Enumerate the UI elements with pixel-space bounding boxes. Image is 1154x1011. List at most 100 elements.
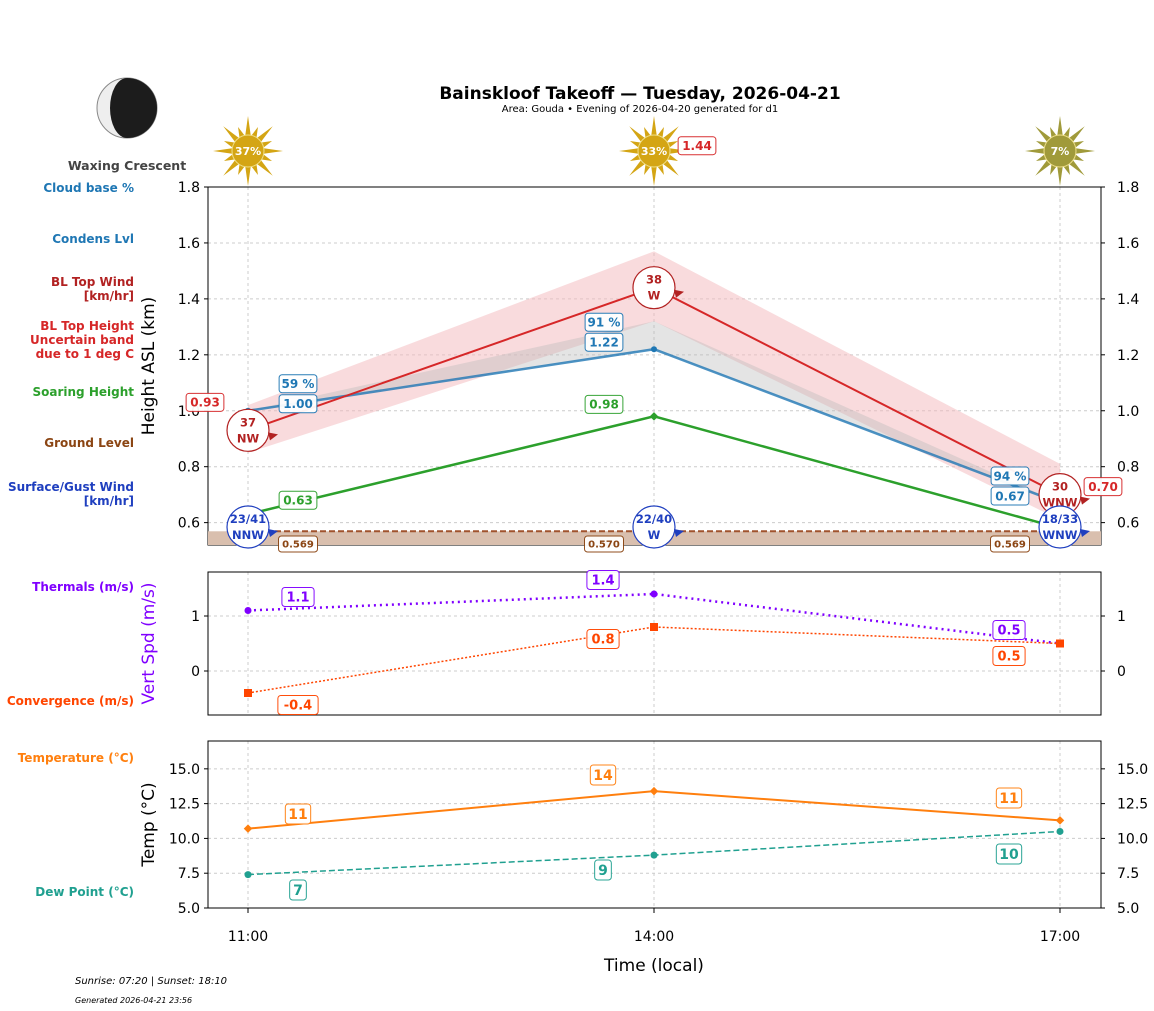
bl-wind-marker: 30 WNW bbox=[1038, 473, 1090, 517]
thermals-point bbox=[650, 590, 658, 598]
bl-top-label-box bbox=[677, 136, 717, 156]
surface-wind-marker-circle bbox=[1038, 505, 1082, 549]
convergence-line bbox=[247, 626, 1061, 694]
dew-point-label: 7 bbox=[293, 883, 303, 899]
y-tick-label: 1.2 bbox=[178, 348, 200, 364]
ground-label: 0.570 bbox=[588, 540, 620, 551]
thermals-label-box bbox=[586, 570, 620, 590]
dew-point-label-box bbox=[995, 843, 1023, 865]
convergence-label: 0.5 bbox=[997, 650, 1020, 665]
surface-wind-marker-circle bbox=[226, 505, 270, 549]
wind-arrow-icon bbox=[1080, 529, 1090, 537]
cloud-pct-label-box bbox=[990, 466, 1030, 486]
dew-point-point bbox=[650, 851, 658, 859]
sun-ray bbox=[1057, 166, 1063, 186]
ground-label: 0.569 bbox=[994, 540, 1026, 551]
side-label-bl-wind: [km/hr] bbox=[84, 289, 134, 303]
surface-wind-marker-direction: NNW bbox=[232, 528, 264, 542]
side-label-bl-height: Uncertain band bbox=[30, 333, 134, 347]
sun-ray bbox=[1025, 148, 1045, 154]
y-tick-label-right: 7.5 bbox=[1117, 866, 1139, 882]
sun-ray bbox=[245, 116, 251, 136]
soaring-point bbox=[649, 412, 659, 421]
x-axis-label: Time (local) bbox=[603, 956, 704, 976]
sun-ray bbox=[263, 148, 283, 154]
surface-wind-marker-circle bbox=[632, 505, 676, 549]
vert-speed-panel-frame bbox=[207, 571, 1102, 716]
y-tick-label-right: 0.6 bbox=[1117, 516, 1139, 532]
sun-ray bbox=[644, 126, 651, 138]
sun-ray bbox=[1069, 126, 1085, 142]
side-label-thermals: Thermals (m/s) bbox=[32, 580, 134, 594]
height-panel-ylabel: Height ASL (km) bbox=[139, 297, 159, 436]
soaring-label-box bbox=[278, 490, 318, 510]
side-label-convergence: Convergence (m/s) bbox=[7, 694, 134, 708]
y-tick-label-right: 5.0 bbox=[1117, 901, 1139, 917]
sun-ray bbox=[251, 126, 258, 138]
moon-phase-label: Waxing Crescent bbox=[68, 158, 186, 173]
dew-point-label: 10 bbox=[999, 847, 1019, 863]
sun-icon bbox=[1025, 116, 1095, 186]
sun-ray bbox=[261, 141, 273, 148]
sun-ray bbox=[223, 126, 239, 142]
moon-icon bbox=[96, 77, 158, 139]
y-tick-label-right: 1.2 bbox=[1117, 348, 1139, 364]
bl-top-label-box bbox=[185, 392, 225, 412]
thermals-line bbox=[247, 592, 1061, 645]
ground-label: 0.569 bbox=[282, 540, 314, 551]
sun-ray bbox=[1050, 164, 1057, 176]
sun-ray bbox=[651, 166, 657, 186]
bl-top-label: 0.70 bbox=[1088, 480, 1118, 494]
dew-point-label-box bbox=[594, 859, 612, 881]
sun-ray bbox=[629, 141, 641, 148]
cloud-band bbox=[248, 321, 1060, 504]
side-label-cloud-base: Cloud base % bbox=[43, 181, 134, 195]
sun-ray bbox=[223, 160, 239, 176]
y-tick-label: 0.8 bbox=[178, 460, 200, 476]
surface-wind-marker: 18/33 WNW bbox=[1038, 505, 1090, 549]
wind-arrow-icon bbox=[674, 289, 684, 298]
temperature-point bbox=[243, 824, 253, 833]
thermals-label: 1.1 bbox=[286, 591, 309, 606]
bl-top-label: 0.93 bbox=[190, 396, 220, 410]
temperature-label-box bbox=[589, 764, 617, 786]
sun-ray bbox=[667, 141, 679, 148]
surface-wind-marker-speed: 23/41 bbox=[230, 512, 266, 526]
x-tick-label: 17:00 bbox=[1040, 929, 1080, 945]
cloud-pct-label: 91 % bbox=[588, 316, 621, 330]
convergence-point bbox=[1056, 639, 1064, 648]
ground-label-box bbox=[990, 535, 1030, 553]
temperature-label: 11 bbox=[288, 807, 307, 823]
y-tick-label: 0 bbox=[191, 664, 200, 680]
y-tick-label-right: 1.8 bbox=[1117, 180, 1139, 196]
vert-speed-panel-ylabel: Vert Spd (m/s) bbox=[139, 582, 159, 704]
wind-arrow-icon bbox=[1080, 496, 1090, 505]
sun-disc bbox=[637, 134, 671, 168]
thermals-point bbox=[244, 607, 252, 614]
condens-label-box bbox=[278, 394, 318, 414]
x-tick-label: 14:00 bbox=[634, 929, 674, 945]
y-tick-label-right: 1.6 bbox=[1117, 236, 1139, 252]
surface-wind-marker: 23/41 NNW bbox=[226, 505, 278, 549]
temperature-label-box bbox=[995, 787, 1023, 809]
side-label-condens: Condens Lvl bbox=[52, 232, 134, 246]
temperature-label: 11 bbox=[999, 791, 1018, 807]
sun-ray bbox=[1050, 126, 1057, 138]
y-tick-label-right: 0.8 bbox=[1117, 460, 1139, 476]
y-tick-label: 0.6 bbox=[178, 516, 200, 532]
convergence-label: 0.8 bbox=[591, 633, 614, 648]
convergence-label-box bbox=[992, 646, 1026, 666]
convergence-point bbox=[650, 623, 658, 631]
surface-wind-marker-speed: 22/40 bbox=[636, 512, 672, 526]
cloud-pct-label: 94 % bbox=[994, 469, 1027, 483]
sun-ray bbox=[1035, 141, 1047, 148]
y-tick-label-right: 12.5 bbox=[1117, 797, 1148, 813]
sun-ray bbox=[257, 126, 273, 142]
wind-arrow-icon bbox=[268, 529, 278, 537]
bl-wind-marker-direction: W bbox=[648, 289, 661, 303]
sun-ray bbox=[251, 164, 258, 176]
soaring-label: 0.63 bbox=[283, 494, 313, 508]
dew-point-point bbox=[1056, 827, 1064, 835]
y-tick-label-right: 0 bbox=[1117, 664, 1126, 680]
